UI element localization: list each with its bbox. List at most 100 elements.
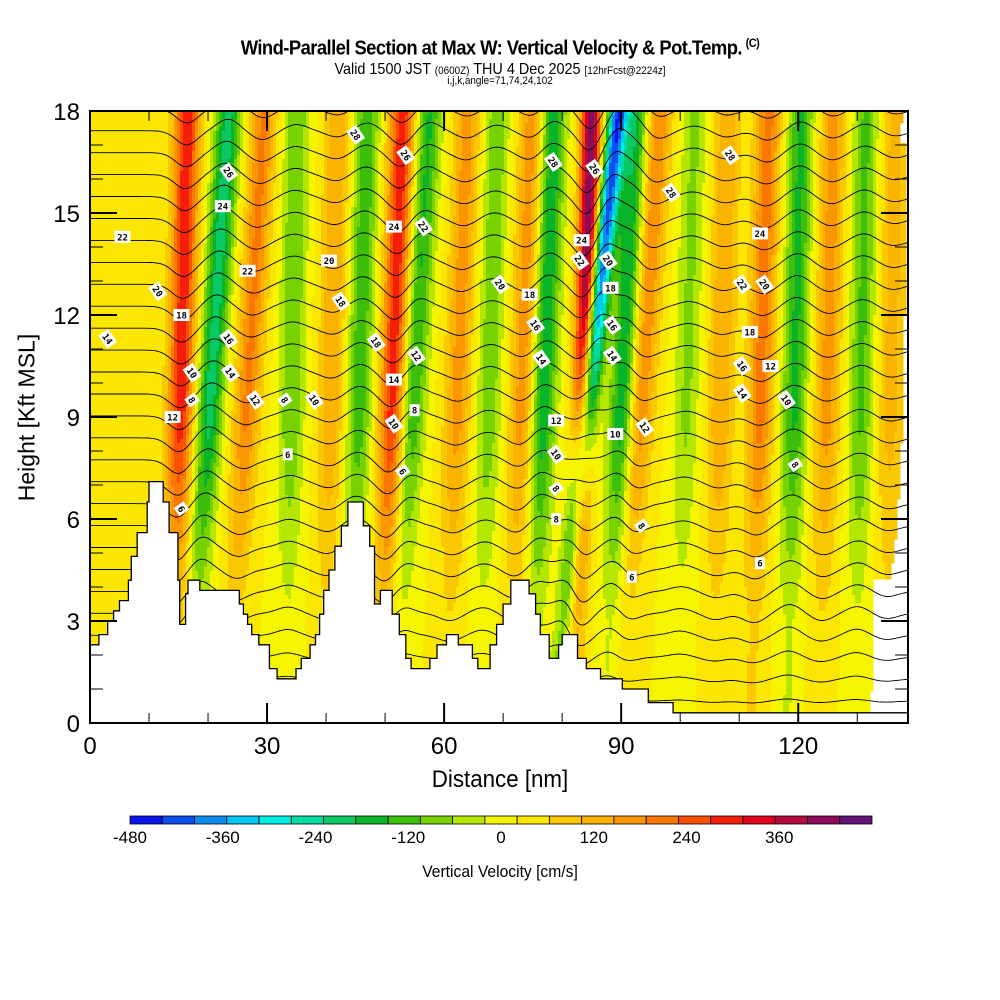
w-cell [315,219,322,224]
w-cell [642,119,646,124]
w-cell [849,123,853,128]
w-cell [561,195,565,200]
w-cell [783,215,787,220]
w-cell [213,163,217,168]
w-cell [222,155,232,160]
w-cell [249,111,253,116]
w-cell [249,227,256,232]
w-cell [393,159,397,164]
w-cell [771,131,778,136]
w-cell [360,167,373,172]
w-cell [795,207,802,212]
w-cell [843,207,850,212]
w-cell [783,143,787,148]
w-cell [228,223,232,228]
w-cell [393,131,397,136]
w-cell [501,187,508,192]
w-cell [207,135,211,140]
w-cell [387,175,391,180]
w-cell [378,203,382,208]
w-cell [189,167,193,172]
w-cell [405,219,409,224]
w-cell [384,179,388,184]
w-cell [417,191,421,196]
w-cell [435,127,439,132]
w-cell [810,203,814,208]
w-cell [270,135,274,140]
w-cell [855,195,862,200]
w-cell [804,127,808,132]
w-cell [513,111,520,116]
w-cell [447,135,454,140]
w-cell [597,123,601,128]
w-cell [396,135,400,140]
w-cell [696,167,706,172]
w-cell [207,151,211,156]
w-cell [360,159,373,164]
w-cell [279,139,286,144]
w-cell [168,183,172,188]
w-cell [411,215,415,220]
w-cell [447,175,451,180]
w-cell [888,203,901,208]
w-cell [558,187,562,192]
w-cell [207,119,214,124]
w-cell [618,151,622,156]
w-cell [318,119,325,124]
w-cell [351,175,355,180]
w-cell [771,143,778,148]
w-cell [240,131,244,136]
w-cell [672,135,679,140]
w-cell [384,211,388,216]
w-cell [813,191,817,196]
w-cell [285,135,289,140]
w-cell [279,167,283,172]
w-cell [537,115,541,120]
w-cell [807,199,811,204]
w-cell [867,223,874,228]
w-cell [885,123,892,128]
w-cell [696,183,703,188]
w-cell [447,159,454,164]
w-cell [489,143,505,148]
w-cell [636,131,640,136]
w-cell [579,223,583,228]
w-cell [789,199,793,204]
w-cell [891,123,901,128]
w-cell [585,175,589,180]
w-cell [516,219,520,224]
w-cell [210,131,214,136]
w-cell [714,119,721,124]
w-cell [219,151,223,156]
w-cell [759,147,763,152]
w-cell [243,139,247,144]
w-cell [519,199,526,204]
w-cell [783,179,787,184]
w-cell [645,115,649,120]
w-cell [600,163,604,168]
w-cell [402,203,406,208]
w-cell [411,123,415,128]
w-cell [618,155,622,160]
w-cell [816,159,820,164]
w-cell [411,143,415,148]
w-cell [396,191,403,196]
w-cell [690,139,700,144]
w-cell [234,167,238,172]
w-cell [543,211,547,216]
w-cell [342,207,346,212]
w-cell [456,199,460,204]
w-cell [237,147,241,152]
w-cell [516,187,520,192]
w-cell [771,199,775,204]
w-cell [558,131,562,136]
w-cell [825,139,829,144]
w-cell [561,183,565,188]
w-cell [357,155,361,160]
w-cell [720,143,736,148]
w-cell [516,183,520,188]
w-cell [639,115,643,120]
w-cell [327,187,343,192]
w-cell [813,115,817,120]
w-cell [207,211,211,216]
